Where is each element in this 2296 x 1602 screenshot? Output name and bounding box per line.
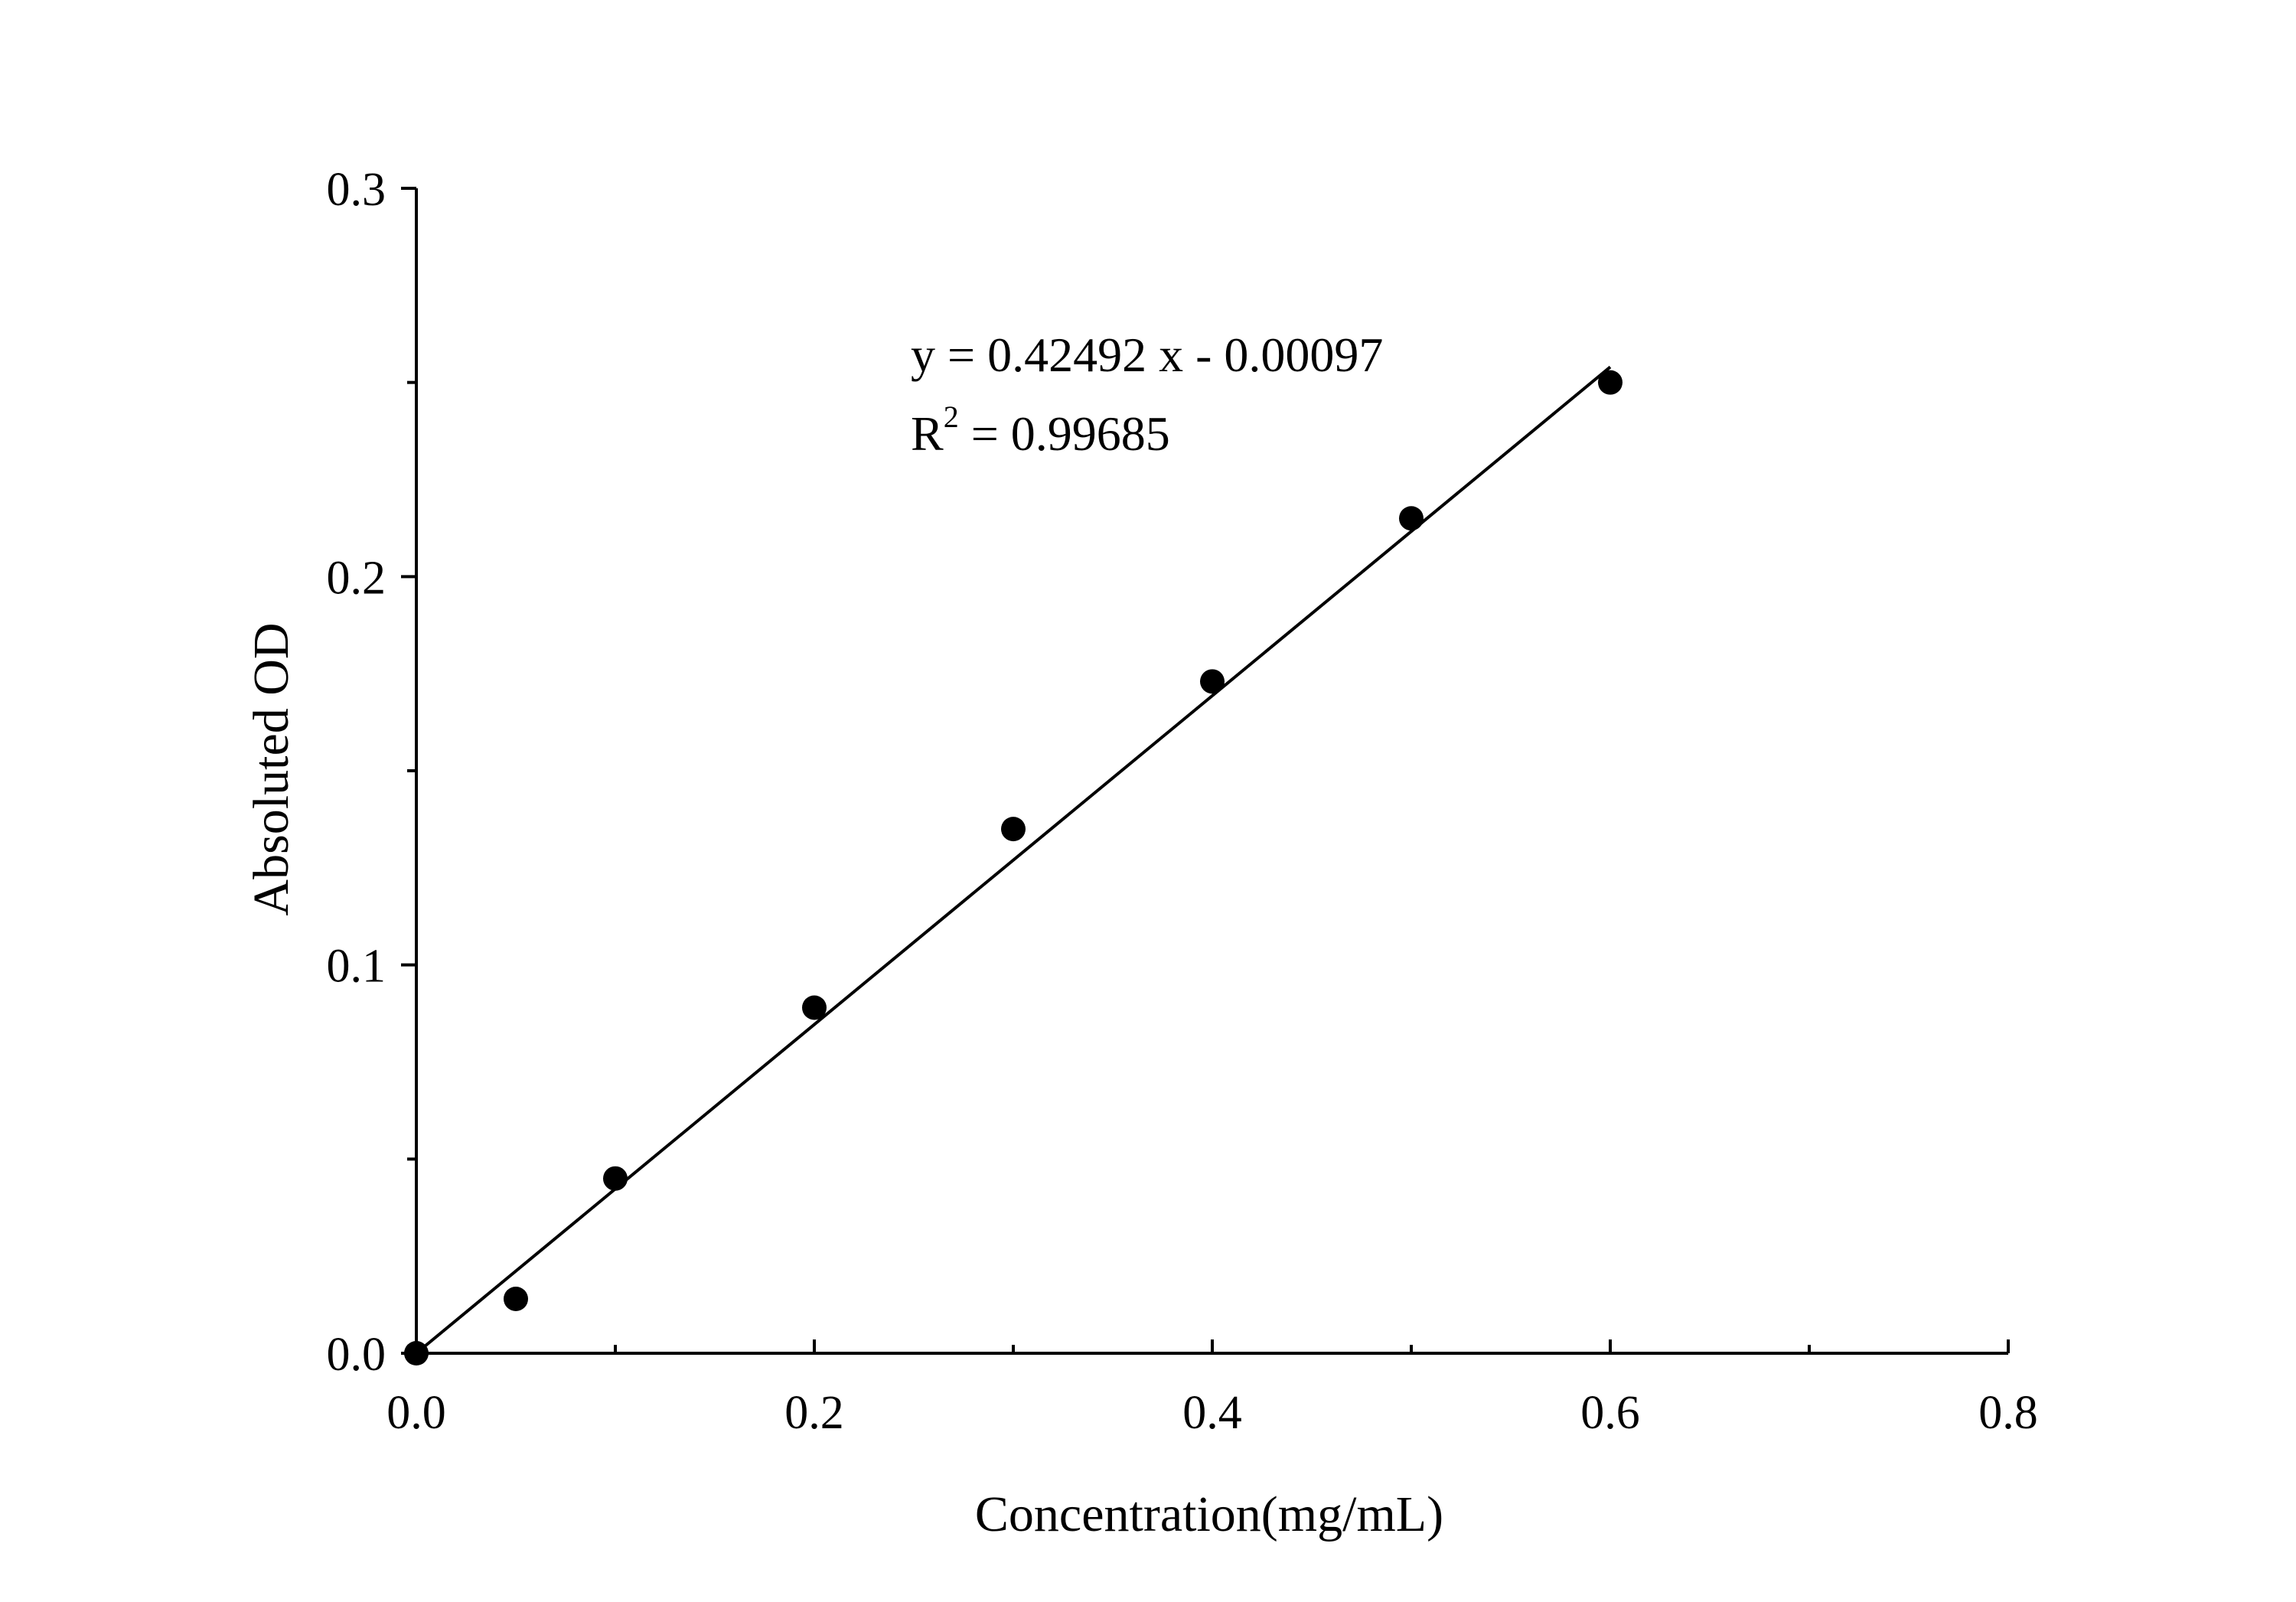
y-tick-label: 0.3: [327, 164, 386, 216]
y-tick-label: 0.2: [327, 552, 386, 604]
fit-line-group: [415, 365, 1612, 1355]
x-tick-label: 0.8: [1978, 1387, 2038, 1439]
x-tick-label: 0.0: [386, 1387, 446, 1439]
data-points: [404, 370, 1623, 1365]
r-squared-value: = 0.99685: [959, 406, 1170, 461]
x-axis-label: Concentration(mg/mL): [975, 1486, 1443, 1542]
ticks: 0.0 0.2 0.4 0.6 0.8 0.0 0.1 0.2 0.3: [327, 164, 2038, 1439]
x-tick-label: 0.4: [1182, 1387, 1242, 1439]
fit-line: [415, 365, 1612, 1355]
y-axis-label: Absoluted OD: [243, 622, 299, 915]
data-point: [404, 1341, 429, 1365]
data-point: [1598, 370, 1623, 395]
r-squared-superscript: 2: [944, 400, 959, 434]
r-squared: R2 = 0.99685: [911, 400, 1170, 461]
r-squared-prefix: R: [911, 406, 944, 461]
data-point: [1399, 506, 1424, 531]
y-tick-label: 0.1: [327, 941, 386, 993]
data-point: [504, 1286, 528, 1311]
y-tick-label: 0.0: [327, 1329, 386, 1381]
x-tick-label: 0.6: [1580, 1387, 1640, 1439]
data-point: [1001, 817, 1026, 842]
data-point: [1200, 669, 1225, 694]
fit-equation: y = 0.42492 x - 0.00097: [911, 328, 1383, 382]
data-point: [802, 995, 827, 1020]
data-point: [603, 1166, 628, 1191]
x-tick-label: 0.2: [784, 1387, 844, 1439]
